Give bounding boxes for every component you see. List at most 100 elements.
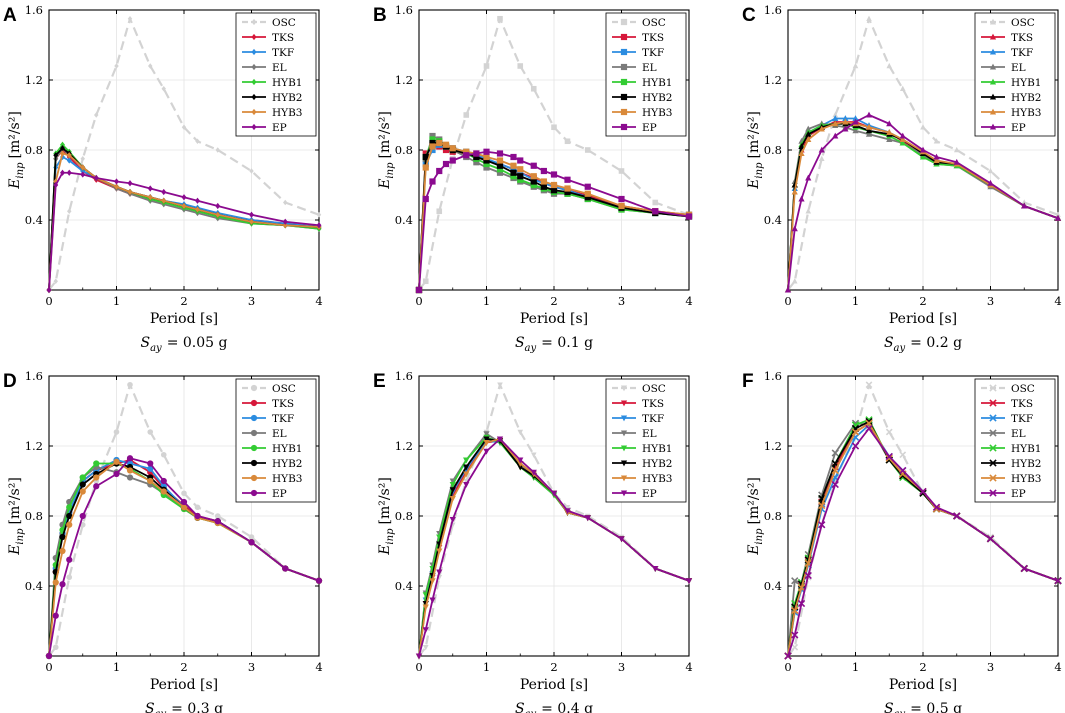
data-point-ep (1054, 577, 1062, 585)
legend-marker-hyb3 (251, 108, 257, 116)
data-point-osc (94, 112, 99, 118)
caption-value: = 0.1 g (541, 335, 593, 351)
legend-label: HYB2 (642, 458, 673, 470)
caption-subscript: ay (525, 343, 537, 354)
y-axis-label: Einp [m²/s²] (7, 111, 26, 190)
legend-label: TKF (642, 413, 664, 425)
data-point-hyb1 (449, 482, 456, 488)
legend-marker-ep (620, 123, 628, 131)
ticks: 0 1 2 3 4 0.4 0.8 1.2 1.6 (764, 3, 1062, 308)
panel-letter: A (3, 5, 17, 26)
data-point-osc (899, 85, 906, 91)
data-point-osc (147, 429, 154, 435)
legend-marker-hyb1 (620, 445, 628, 452)
x-tick-label: 2 (919, 294, 926, 308)
y-tick-label: 0.8 (395, 143, 413, 157)
y-tick-label: 0.8 (764, 143, 782, 157)
y-label-symbol: E (7, 179, 23, 190)
data-point-ep (784, 652, 792, 660)
data-point-osc (791, 278, 798, 284)
data-point-ep (652, 566, 659, 572)
data-point-ep (832, 132, 839, 139)
data-point-tkf (66, 157, 72, 164)
data-point-ep (865, 111, 873, 118)
legend-label: TKS (272, 398, 294, 410)
data-point-hyb3 (851, 428, 860, 436)
data-point-hyb2 (496, 162, 504, 169)
legend-label: EL (1011, 62, 1026, 74)
data-point-hyb3 (483, 440, 490, 446)
data-point-hyb3 (160, 488, 167, 495)
legend-label: EL (642, 62, 657, 74)
data-point-hyb3 (885, 454, 893, 462)
data-point-ep (933, 153, 940, 160)
legend: OSC TKS TKF EL HYB1 HYB2 HYB3 EP (974, 378, 1056, 503)
y-tick-label: 0.4 (395, 213, 413, 227)
legend-label: HYB3 (642, 107, 673, 119)
y-tick-label: 1.6 (395, 3, 413, 17)
caption-subscript: ay (155, 709, 167, 713)
panel-letter: C (742, 5, 756, 26)
y-axis-label: Einp [m²/s²] (746, 477, 765, 556)
panel-letter: E (373, 371, 386, 392)
legend-marker-hyb2 (620, 93, 628, 101)
legend-label: EP (272, 122, 287, 134)
data-point-hyb2 (483, 436, 490, 443)
data-point-ep (52, 612, 59, 619)
series-group (46, 15, 322, 294)
y-axis-label: Einp [m²/s²] (7, 477, 26, 556)
data-point-ep (798, 195, 805, 202)
data-point-ep (564, 508, 571, 515)
data-point-osc (852, 62, 859, 69)
series-line-ep (48, 457, 320, 657)
legend-marker-hyb3 (250, 474, 258, 482)
data-point-hyb3 (530, 173, 537, 180)
y-label-subscript: inp (385, 528, 396, 545)
data-point-hyb2 (473, 153, 480, 161)
data-point-tkf (842, 115, 849, 121)
data-point-osc (127, 15, 133, 22)
legend-label: TKF (1011, 47, 1033, 59)
legend-marker-osc (251, 18, 257, 26)
legend-marker-ep (250, 489, 258, 497)
series-group (415, 15, 693, 294)
x-axis-label: Period [s] (520, 677, 588, 693)
x-tick-label: 1 (483, 660, 490, 674)
data-point-osc (1055, 211, 1061, 217)
data-point-hyb3 (422, 164, 429, 171)
legend-label: HYB2 (272, 458, 303, 470)
data-point-osc (987, 533, 994, 541)
data-point-hyb2 (463, 464, 470, 471)
data-point-osc (530, 85, 537, 92)
data-point-osc (80, 155, 85, 162)
data-point-hyb3 (818, 125, 825, 132)
caption-symbol: S (141, 335, 151, 351)
data-point-osc (483, 63, 490, 69)
data-point-tks (422, 150, 429, 157)
data-point-hyb1 (66, 504, 73, 511)
legend-label: HYB3 (1011, 473, 1042, 485)
y-label-symbol: E (377, 179, 393, 190)
legend-label: OSC (272, 383, 296, 395)
y-label-unit: [m²/s²] (746, 477, 762, 524)
data-point-osc (248, 534, 255, 540)
x-tick-label: 0 (784, 294, 791, 308)
data-point-hyb3 (80, 164, 86, 171)
data-point-ep (953, 512, 961, 520)
data-point-ep (180, 498, 188, 506)
y-label-symbol: E (377, 545, 393, 556)
y-label-subscript: inp (754, 162, 765, 179)
legend-marker-tkf (251, 48, 257, 56)
data-point-ep (584, 515, 591, 522)
data-point-hyb3 (422, 604, 429, 611)
series-group (45, 381, 323, 660)
data-point-hyb3 (52, 579, 59, 586)
legend-label: OSC (642, 383, 666, 395)
data-point-hyb3 (932, 505, 941, 513)
legend-marker-tkf (620, 415, 628, 422)
data-point-osc (517, 63, 524, 69)
data-point-osc (530, 452, 537, 458)
data-point-ep (79, 512, 86, 520)
series-group (415, 382, 693, 660)
data-point-hyb3 (832, 120, 839, 127)
